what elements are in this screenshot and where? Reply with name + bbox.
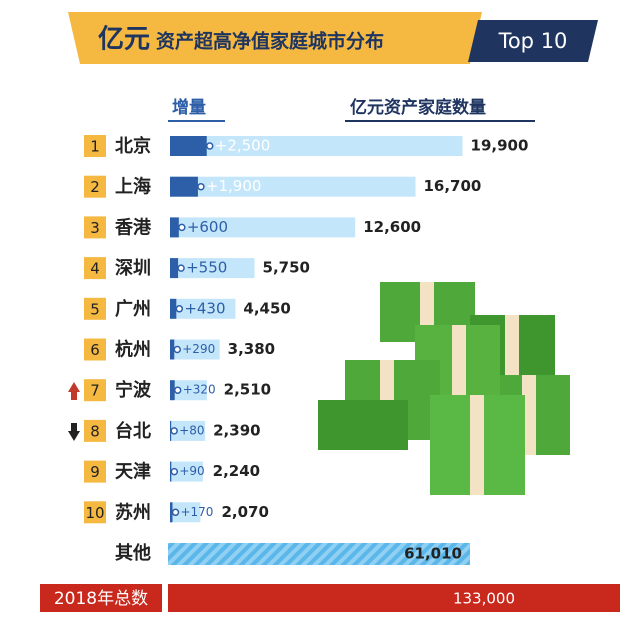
city: 深圳: [115, 257, 151, 279]
rank: 8: [90, 422, 100, 440]
total-bar: [170, 461, 203, 482]
marker-dot: [170, 427, 178, 435]
marker-dot: [170, 467, 179, 476]
city: 香港: [114, 217, 152, 238]
total-bar: [170, 176, 416, 197]
increase-bar: [170, 502, 173, 523]
header: 亿元 资产超高净值家庭城市分布 Top 10: [68, 12, 598, 64]
rank-box: [84, 379, 106, 402]
badge: Top 10: [498, 29, 568, 53]
city: 杭州: [115, 339, 151, 361]
rank-box: [84, 460, 106, 483]
increase-label: +550: [186, 259, 227, 277]
rank: 6: [90, 341, 100, 359]
rank: 10: [85, 504, 104, 522]
increase-bar: [170, 298, 177, 319]
title-prefix: 亿元: [98, 25, 150, 55]
total-label: 2018年总数: [54, 589, 148, 609]
other-value: 61,010: [404, 545, 462, 563]
other-label: 其他: [115, 542, 151, 564]
increase-bar: [170, 217, 179, 238]
rank: 1: [90, 138, 100, 156]
total-bar: [170, 502, 201, 523]
total-bar: [170, 217, 356, 238]
total-label: 2,070: [221, 503, 268, 521]
city: 天津: [115, 461, 151, 483]
trend-icons: [68, 382, 80, 441]
city: 台北: [115, 420, 151, 442]
total-label: 5,750: [263, 259, 310, 277]
rank-box: [84, 257, 106, 280]
other-bar: [168, 543, 470, 565]
total-bar: [170, 380, 207, 401]
money-illustration: [318, 282, 570, 495]
total-label: 3,380: [228, 340, 275, 358]
marker-dot: [173, 345, 182, 354]
rank: 9: [90, 463, 100, 481]
rank-box: [84, 175, 106, 198]
total-label-bg: [40, 584, 162, 612]
total-bar: [170, 258, 255, 279]
total-label: 4,450: [243, 299, 290, 317]
increase-label: +90: [179, 464, 204, 478]
city: 上海: [115, 176, 151, 198]
increase-bar: [170, 176, 198, 197]
increase-label: +1,900: [206, 177, 262, 195]
city: 广州: [115, 298, 151, 320]
increase-bar: [170, 258, 179, 279]
marker-dot: [197, 182, 205, 191]
total-bar: [170, 420, 206, 441]
rank-box: [84, 297, 106, 320]
marker-dot: [177, 264, 185, 272]
increase-label: +290: [182, 342, 215, 356]
increase-bar: [170, 339, 175, 360]
legend-increase: 增量: [172, 97, 206, 118]
title: 资产超高净值家庭城市分布: [156, 30, 384, 53]
total-label: 12,600: [363, 218, 421, 236]
total-bar: [170, 298, 236, 319]
total-label: 2,510: [224, 381, 271, 399]
rank-box: [84, 338, 106, 361]
rank: 3: [90, 219, 100, 237]
badge-bg: [468, 20, 598, 62]
marker-dot: [178, 223, 186, 232]
rank: 7: [90, 382, 100, 400]
total-value: 133,000: [453, 590, 515, 608]
total-label: 19,900: [471, 137, 529, 155]
increase-label: +430: [184, 299, 225, 317]
increase-label: +320: [183, 383, 216, 397]
total-label: 2,240: [213, 462, 260, 480]
total-label: 16,700: [423, 177, 481, 195]
city: 苏州: [115, 501, 151, 523]
rank: 4: [90, 260, 100, 278]
increase-label: +80: [179, 423, 204, 437]
rank-box: [84, 216, 106, 239]
city: 北京: [115, 135, 151, 157]
rank-box: [84, 419, 106, 442]
increase-label: +170: [180, 505, 213, 519]
title-banner: [68, 12, 482, 64]
marker-dot: [175, 305, 184, 313]
rank-box: [84, 501, 106, 524]
marker-dot: [173, 386, 182, 394]
marker-dot: [171, 508, 180, 517]
total-bar: [168, 584, 620, 612]
rank: 5: [90, 300, 100, 318]
increase-label: +2,500: [215, 137, 271, 155]
increase-label: +600: [187, 218, 228, 236]
increase-bar: [170, 380, 175, 401]
rank: 2: [90, 178, 100, 196]
city: 宁波: [115, 379, 152, 401]
total-bar: [170, 136, 463, 156]
rank-box: [84, 135, 106, 157]
total-label: 2,390: [213, 421, 260, 439]
total-bar: [170, 339, 220, 360]
marker-dot: [206, 142, 214, 150]
increase-bar: [170, 136, 207, 156]
legend-total: 亿元资产家庭数量: [350, 97, 486, 118]
